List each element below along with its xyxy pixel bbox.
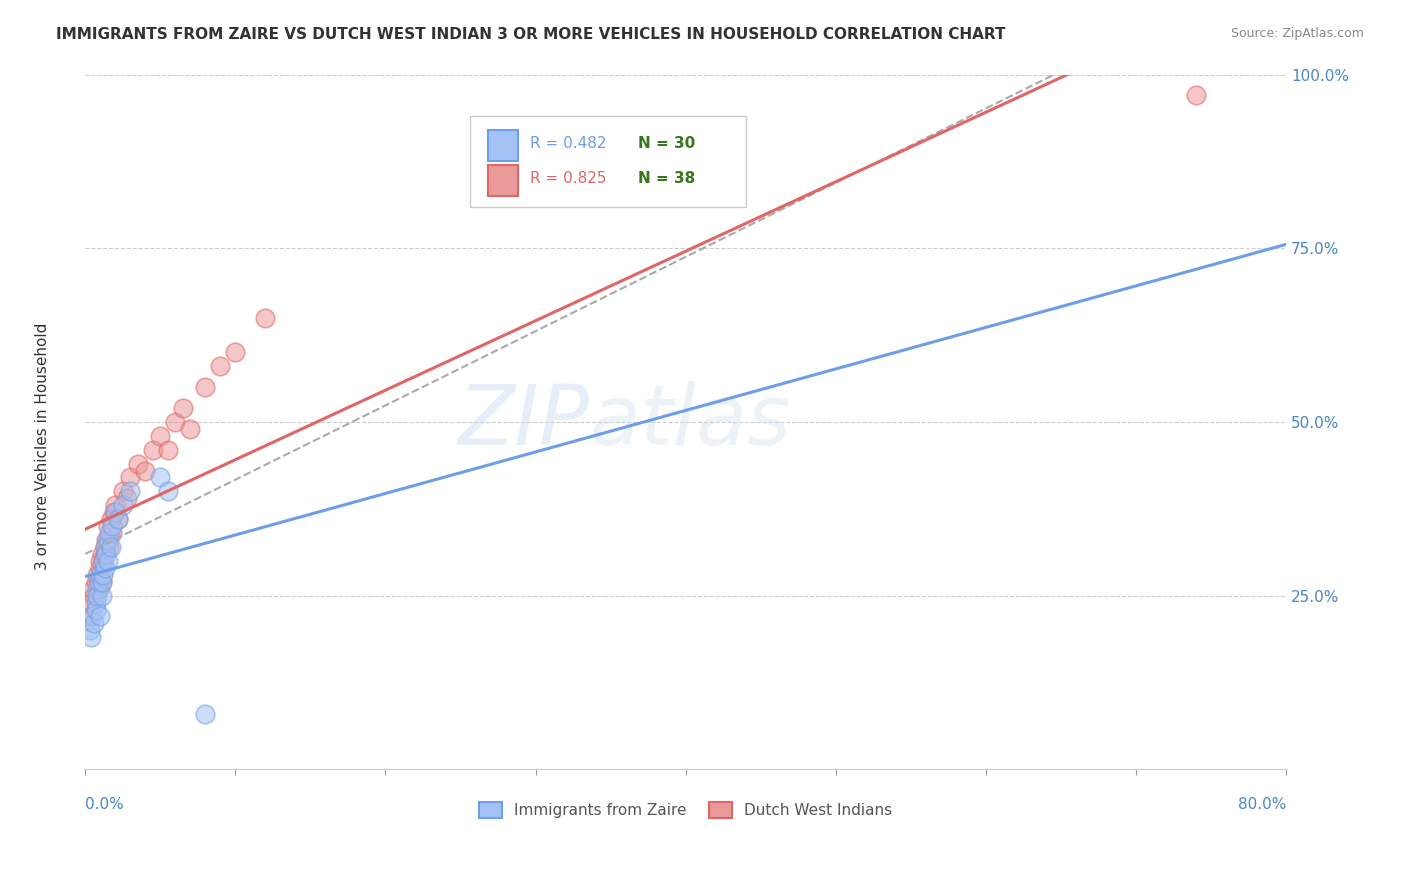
Point [96, 533, 118, 547]
Text: Source: ZipAtlas.com: Source: ZipAtlas.com [1230, 27, 1364, 40]
Point [107, 512, 129, 526]
Point [91, 567, 114, 582]
Point [83, 616, 105, 631]
Point [91, 554, 114, 568]
Point [111, 498, 134, 512]
Text: ZIP: ZIP [457, 382, 589, 462]
Text: 80.0%: 80.0% [1237, 797, 1286, 812]
Point [89, 609, 111, 624]
Point [87, 582, 110, 596]
Point [90, 574, 112, 589]
Point [142, 442, 165, 457]
Point [96, 547, 118, 561]
Text: IMMIGRANTS FROM ZAIRE VS DUTCH WEST INDIAN 3 OR MORE VEHICLES IN HOUSEHOLD CORRE: IMMIGRANTS FROM ZAIRE VS DUTCH WEST INDI… [56, 27, 1005, 42]
Point [156, 442, 179, 457]
Point [82, 582, 104, 596]
Text: atlas: atlas [589, 382, 792, 462]
FancyBboxPatch shape [470, 116, 745, 207]
Point [107, 512, 129, 526]
Point [111, 484, 134, 499]
Point [82, 609, 104, 624]
Point [94, 540, 117, 554]
FancyBboxPatch shape [488, 130, 517, 161]
FancyBboxPatch shape [488, 165, 517, 196]
Text: 0.0%: 0.0% [86, 797, 124, 812]
Point [98, 540, 121, 554]
Point [104, 505, 127, 519]
Point [101, 519, 124, 533]
Point [209, 359, 232, 374]
Point [94, 561, 117, 575]
Text: 3 or more Vehicles in Household: 3 or more Vehicles in Household [35, 322, 49, 570]
Point [86, 567, 108, 582]
Point [80, 596, 103, 610]
Point [89, 567, 111, 582]
Point [149, 429, 172, 443]
Text: N = 30: N = 30 [637, 136, 695, 152]
Point [79, 609, 101, 624]
Point [194, 380, 217, 394]
Text: R = 0.482: R = 0.482 [530, 136, 606, 152]
Point [1185, 88, 1208, 103]
Point [100, 512, 122, 526]
Point [84, 602, 107, 616]
Point [97, 554, 120, 568]
Point [87, 574, 110, 589]
Point [83, 589, 105, 603]
Point [179, 422, 201, 436]
Point [91, 554, 114, 568]
Point [89, 554, 111, 568]
Point [86, 582, 108, 596]
Point [89, 561, 111, 575]
Point [103, 505, 125, 519]
Point [224, 345, 246, 359]
Text: N = 38: N = 38 [637, 171, 695, 186]
Point [97, 519, 120, 533]
Point [86, 589, 108, 603]
Point [117, 491, 139, 506]
Point [120, 484, 142, 499]
Point [100, 540, 122, 554]
Point [98, 526, 121, 541]
Point [84, 574, 107, 589]
Point [79, 624, 101, 638]
Point [90, 589, 112, 603]
Point [149, 470, 172, 484]
Point [94, 547, 117, 561]
Text: R = 0.825: R = 0.825 [530, 171, 606, 186]
Point [84, 596, 107, 610]
Point [97, 533, 120, 547]
Point [134, 464, 156, 478]
Point [80, 630, 103, 644]
Point [127, 457, 149, 471]
Point [172, 401, 194, 415]
Point [104, 498, 127, 512]
Point [156, 484, 179, 499]
Point [90, 574, 112, 589]
Point [94, 540, 117, 554]
Point [165, 415, 187, 429]
Legend: Immigrants from Zaire, Dutch West Indians: Immigrants from Zaire, Dutch West Indian… [472, 796, 898, 824]
Point [90, 547, 112, 561]
Point [254, 310, 277, 325]
Point [101, 526, 124, 541]
Point [120, 470, 142, 484]
Point [194, 706, 217, 721]
